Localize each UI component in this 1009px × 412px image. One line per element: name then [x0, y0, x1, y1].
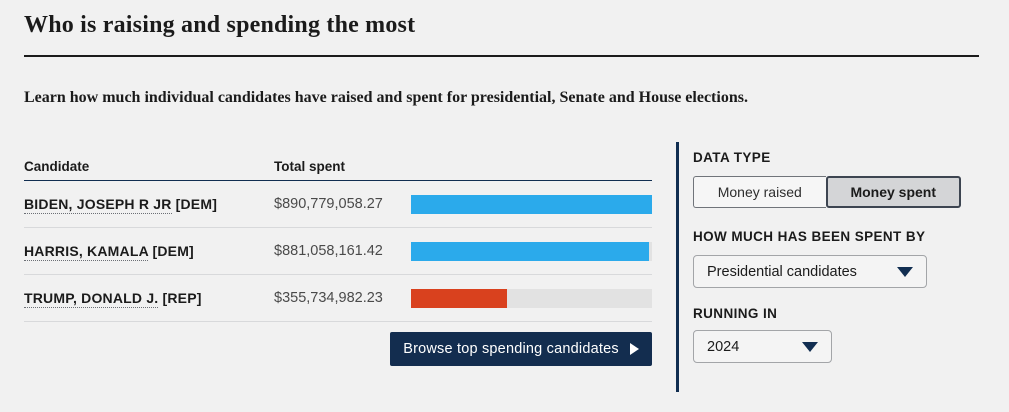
title-divider	[24, 55, 979, 57]
spending-bar	[411, 194, 652, 214]
spent-by-label: HOW MUCH HAS BEEN SPENT BY	[693, 229, 926, 244]
total-spent-value: $881,058,161.42	[274, 243, 383, 259]
party-tag: [DEM]	[152, 243, 194, 259]
candidate-link[interactable]: TRUMP, DONALD J.	[24, 290, 159, 308]
table-row: TRUMP, DONALD J. [REP] $355,734,982.23	[24, 275, 652, 322]
spending-bar	[411, 288, 508, 308]
candidate-link[interactable]: BIDEN, JOSEPH R JR	[24, 196, 172, 214]
running-in-label: RUNNING IN	[693, 306, 778, 321]
total-spent-value: $355,734,982.23	[274, 290, 383, 306]
column-header-total-spent: Total spent	[274, 159, 346, 174]
page-title: Who is raising and spending the most	[24, 12, 416, 38]
candidate-name-cell: HARRIS, KAMALA [DEM]	[24, 243, 274, 261]
spent-by-selected-value: Presidential candidates	[707, 263, 857, 280]
table-header-row: Candidate Total spent	[24, 146, 652, 181]
candidate-spending-table: Candidate Total spent BIDEN, JOSEPH R JR…	[24, 146, 652, 322]
spending-bar	[411, 241, 650, 261]
money-raised-toggle-button[interactable]: Money raised	[693, 176, 826, 208]
bar-track	[411, 288, 652, 308]
data-type-toggle: Money raised Money spent	[693, 176, 961, 208]
money-spent-toggle-button[interactable]: Money spent	[825, 176, 961, 208]
table-row: HARRIS, KAMALA [DEM] $881,058,161.42	[24, 228, 652, 275]
table-row: BIDEN, JOSEPH R JR [DEM] $890,779,058.27	[24, 181, 652, 228]
running-in-selected-value: 2024	[707, 338, 740, 355]
right-arrow-icon	[629, 343, 639, 355]
candidate-name-cell: TRUMP, DONALD J. [REP]	[24, 290, 274, 308]
chevron-down-icon	[802, 341, 818, 352]
chevron-down-icon	[897, 266, 913, 277]
spent-by-dropdown[interactable]: Presidential candidates	[693, 255, 927, 288]
total-spent-value: $890,779,058.27	[274, 196, 383, 212]
running-in-dropdown[interactable]: 2024	[693, 330, 832, 363]
party-tag: [DEM]	[175, 196, 218, 212]
candidate-link[interactable]: HARRIS, KAMALA	[24, 243, 149, 261]
browse-top-spending-button[interactable]: Browse top spending candidates	[390, 332, 652, 366]
column-header-candidate: Candidate	[24, 159, 90, 174]
browse-button-label: Browse top spending candidates	[403, 341, 619, 357]
party-tag: [REP]	[162, 290, 202, 306]
intro-text: Learn how much individual candidates hav…	[24, 89, 748, 106]
bar-track	[411, 241, 652, 261]
bar-track	[411, 194, 652, 214]
candidate-name-cell: BIDEN, JOSEPH R JR [DEM]	[24, 196, 274, 214]
data-type-label: DATA TYPE	[693, 150, 771, 165]
sidebar-divider	[676, 142, 679, 392]
